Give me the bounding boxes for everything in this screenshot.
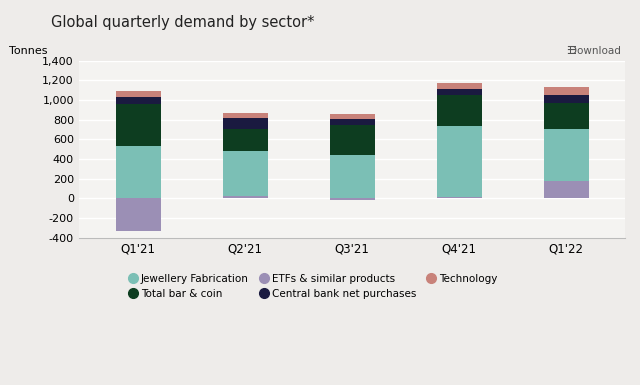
Bar xyxy=(223,118,268,129)
Bar xyxy=(544,129,589,181)
Bar xyxy=(330,198,374,200)
Legend: Jewellery Fabrication, Total bar & coin, ETFs & similar products, Central bank n: Jewellery Fabrication, Total bar & coin,… xyxy=(131,274,497,299)
Bar xyxy=(330,155,374,198)
Bar xyxy=(116,97,161,104)
Bar xyxy=(436,89,482,95)
Bar xyxy=(330,125,374,155)
Bar xyxy=(436,126,482,198)
Bar xyxy=(223,151,268,196)
Bar xyxy=(544,181,589,198)
Bar xyxy=(330,119,374,125)
Bar xyxy=(436,84,482,89)
Text: Tonnes: Tonnes xyxy=(8,45,47,55)
Bar xyxy=(116,91,161,97)
Text: Download: Download xyxy=(569,46,621,56)
Bar xyxy=(544,102,589,129)
Text: ☰: ☰ xyxy=(566,46,576,56)
Bar xyxy=(544,87,589,95)
Bar xyxy=(436,95,482,126)
Bar xyxy=(223,196,268,198)
Bar xyxy=(223,113,268,118)
Bar xyxy=(116,198,161,231)
Bar xyxy=(330,114,374,119)
Bar xyxy=(116,146,161,198)
Text: Global quarterly demand by sector*: Global quarterly demand by sector* xyxy=(51,15,315,30)
Bar xyxy=(544,95,589,102)
Bar xyxy=(116,104,161,146)
Bar xyxy=(223,129,268,151)
